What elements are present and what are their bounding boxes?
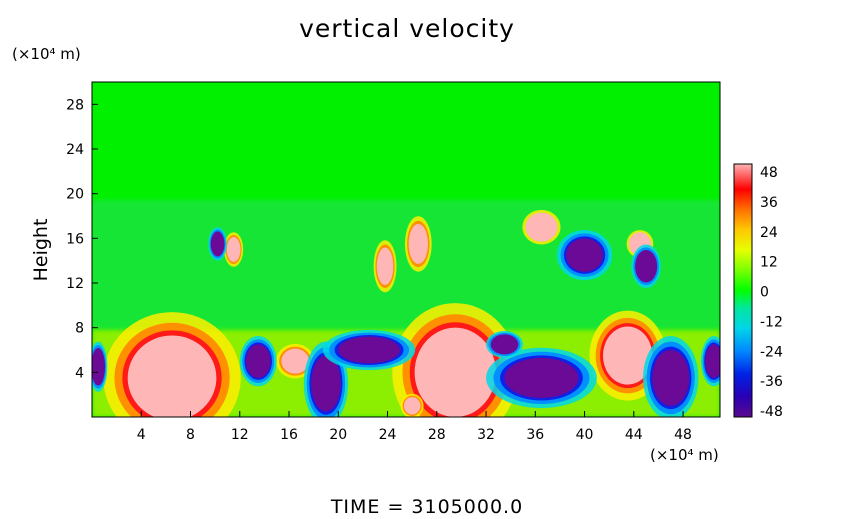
downdraft-cell	[486, 331, 523, 358]
x-tick-label: 24	[379, 427, 397, 443]
updraft-contour	[414, 327, 496, 417]
y-tick-label: 20	[66, 187, 84, 203]
updraft-cell	[522, 209, 561, 245]
downdraft-contour	[635, 249, 658, 283]
plot-frame	[91, 81, 721, 418]
x-tick-label: 28	[428, 427, 446, 443]
x-tick-label: 36	[526, 427, 544, 443]
chart-title: vertical velocity	[299, 14, 515, 43]
x-axis-unit-label: (×10⁴ m)	[650, 446, 719, 464]
colorbar-tick-label: 0	[760, 285, 769, 301]
x-tick-label: 16	[280, 427, 298, 443]
downdraft-contour	[705, 344, 720, 378]
updraft-cell	[276, 343, 315, 379]
feature-layer	[92, 209, 720, 417]
colorbar-tick-label: 24	[760, 225, 778, 241]
colorbar-tick-label: 36	[760, 195, 778, 211]
downdraft-cell	[322, 329, 416, 371]
x-tick-label: 44	[625, 427, 643, 443]
x-tick-label: 40	[576, 427, 594, 443]
downdraft-contour	[504, 357, 579, 399]
time-footer: TIME = 3105000.0	[330, 496, 524, 518]
downdraft-cell	[239, 336, 277, 387]
updraft-contour	[376, 247, 394, 286]
downdraft-contour	[490, 334, 519, 355]
updraft-cell	[400, 393, 424, 417]
updraft-cell	[404, 216, 432, 272]
mid-level-field	[92, 200, 720, 330]
colorbar-tick-label: -24	[760, 344, 783, 360]
y-tick-label: 16	[66, 231, 84, 247]
downdraft-contour	[210, 231, 225, 257]
x-tick-label: 8	[186, 427, 195, 443]
colorbar-tick-label: -12	[760, 314, 783, 330]
updraft-cell	[392, 303, 519, 417]
updraft-contour	[408, 223, 428, 264]
y-tick-label: 4	[75, 365, 84, 381]
downdraft-cell	[486, 347, 597, 409]
downdraft-cell	[208, 227, 227, 261]
y-tick-layer: 4 8 12 16 20 24 28	[66, 97, 98, 381]
colorbar	[733, 163, 753, 418]
y-tick-label: 8	[75, 321, 84, 337]
downdraft-contour	[245, 344, 271, 378]
downdraft-cell	[643, 336, 699, 417]
downdraft-contour	[652, 350, 690, 406]
downdraft-cell	[700, 336, 720, 387]
x-tick-label: 32	[477, 427, 495, 443]
colorbar-tick-layer: 48 36 24 12 0 -12 -24 -36 -48	[760, 165, 783, 420]
updraft-cell	[224, 232, 244, 267]
heatmap-field	[92, 82, 720, 417]
downdraft-contour	[311, 355, 341, 412]
downdraft-cell	[92, 341, 108, 392]
x-tick-label: 20	[329, 427, 347, 443]
downdraft-cell	[556, 229, 613, 281]
updraft-contour	[226, 236, 241, 263]
x-tick-label: 48	[674, 427, 692, 443]
y-tick-label: 24	[66, 142, 84, 158]
x-tick-layer: 4 8 12 16 20 24 28 32 36 40 44 48	[137, 411, 692, 443]
updraft-contour	[603, 326, 653, 385]
downdraft-contour	[92, 347, 106, 386]
colorbar-tick-label: 12	[760, 255, 778, 271]
colorbar-tick-label: -36	[760, 374, 783, 390]
updraft-contour	[281, 348, 309, 374]
x-tick-label: 12	[231, 427, 249, 443]
updraft-contour	[127, 335, 217, 417]
colorbar-tick-label: -48	[760, 404, 783, 420]
updraft-cell	[373, 240, 397, 293]
downdraft-contour	[338, 336, 400, 364]
updraft-cell	[103, 312, 241, 417]
downdraft-cell	[631, 244, 661, 289]
y-tick-label: 28	[66, 97, 84, 113]
y-tick-label: 12	[66, 276, 84, 292]
colorbar-tick-label: 48	[760, 165, 778, 181]
y-axis-unit-label: (×10⁴ m)	[12, 45, 81, 63]
updraft-contour	[403, 397, 421, 415]
downdraft-contour	[566, 238, 604, 272]
updraft-contour	[525, 212, 558, 242]
x-tick-label: 4	[137, 427, 146, 443]
